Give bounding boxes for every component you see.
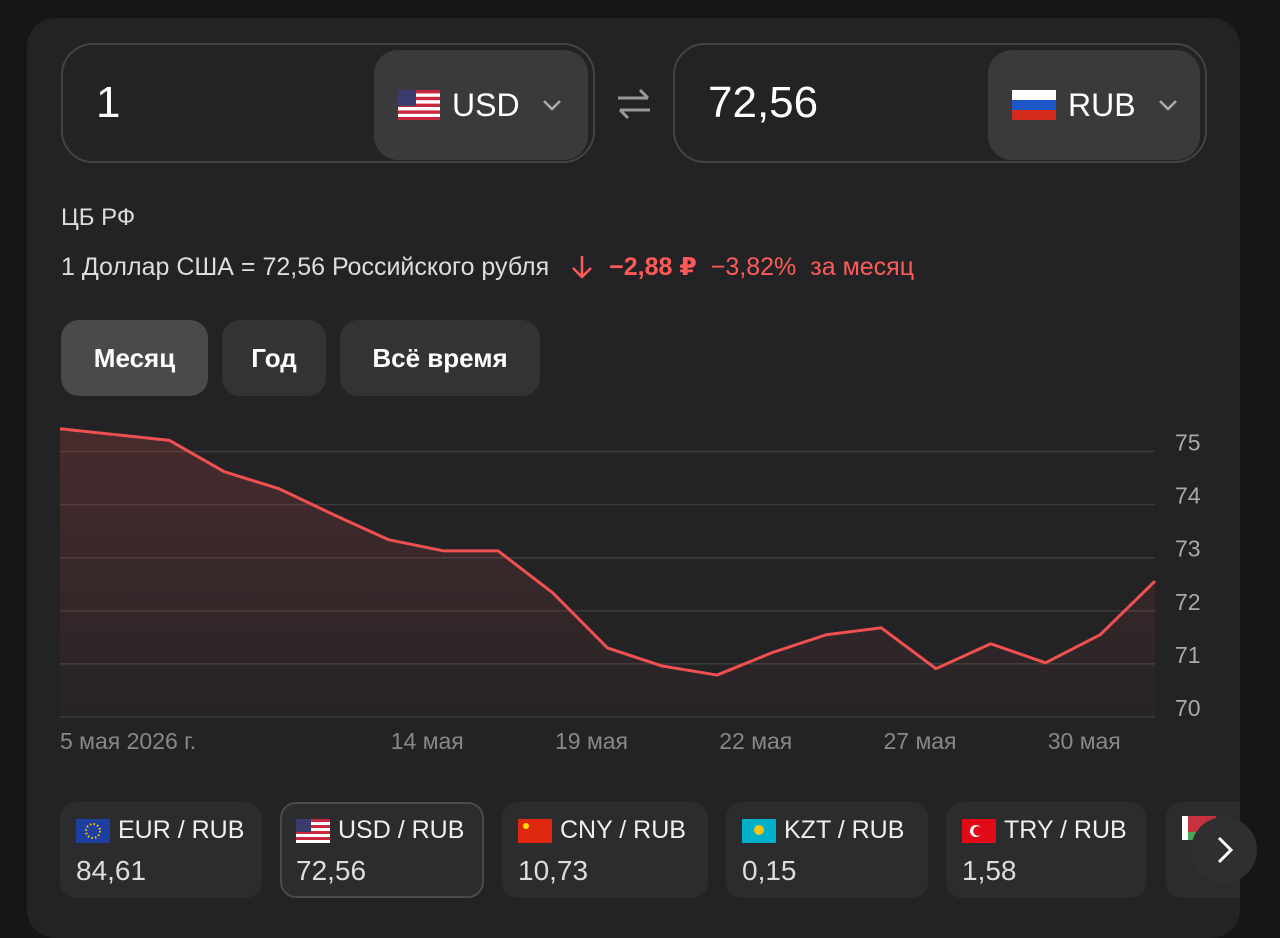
chevron <box>542 100 561 111</box>
to-currency: RUB <box>1068 86 1136 123</box>
pair-card[interactable]: USD / RUB 72,56 <box>280 802 484 898</box>
from-currency-select[interactable]: USD <box>374 50 588 160</box>
to-amount: 72,56 <box>708 78 819 127</box>
pair-card[interactable]: TRY / RUB 1,58 <box>946 802 1146 898</box>
down-arrow <box>572 256 593 279</box>
page: 1 USD 72,56 RUB ЦБ РФ 1 Доллар США = 72,… <box>27 18 1258 938</box>
change-abs: −2,88 ₽ <box>609 253 697 281</box>
pair-value: 10,73 <box>518 855 589 886</box>
pair-name: USD / RUB <box>338 816 465 844</box>
rate-text: 1 Доллар США = 72,56 Российского рубля <box>61 252 550 281</box>
change-period: за месяц <box>810 252 915 281</box>
pair-value: 0,15 <box>742 855 797 886</box>
tab[interactable]: Год <box>222 320 326 396</box>
x-tick-label: 14 мая <box>391 728 464 754</box>
pair-value: 72,56 <box>296 855 367 886</box>
tab[interactable]: Месяц <box>61 320 208 396</box>
tab[interactable]: Всё время <box>340 320 540 396</box>
x-tick-label: 5 мая 2026 г. <box>60 728 196 754</box>
pair-value: 1,58 <box>962 855 1017 886</box>
flag-cn <box>518 818 552 843</box>
swap-icon[interactable] <box>614 86 654 122</box>
pair-card[interactable]: EUR / RUB 84,61 <box>60 802 262 898</box>
flag-eu <box>76 818 110 843</box>
x-tick-label: 30 мая <box>1048 728 1121 754</box>
pair-name: TRY / RUB <box>1004 816 1127 844</box>
to-currency-select[interactable]: RUB <box>988 50 1200 160</box>
pair-card[interactable]: CNY / RUB 10,73 <box>502 802 708 898</box>
area <box>60 428 1155 717</box>
change-pct: −3,82% <box>710 252 797 281</box>
from-amount: 1 <box>96 78 121 127</box>
line <box>59 427 1157 677</box>
y-tick-label: 71 <box>1175 642 1201 668</box>
x-tick-label: 27 мая <box>883 728 956 754</box>
flag-ru <box>1012 90 1056 120</box>
flag-us <box>296 818 330 843</box>
rate-chart: 70 71 72 73 74 75 5 мая 2026 г. 14 мая 19 мая 22 … <box>59 427 1201 754</box>
from-input[interactable] <box>61 43 595 163</box>
pair-name: KZT / RUB <box>784 816 905 844</box>
to-input[interactable] <box>673 43 1207 163</box>
chevron <box>1158 100 1177 111</box>
from-currency: USD <box>452 86 520 123</box>
pair-card[interactable]: KZT / RUB 0,15 <box>726 802 928 898</box>
y-tick-label: 73 <box>1175 536 1201 562</box>
pair-name: CNY / RUB <box>560 816 686 844</box>
y-tick-label: 72 <box>1175 589 1201 615</box>
x-tick-label: 22 мая <box>719 728 792 754</box>
flag-tr <box>962 818 996 843</box>
flag-kz <box>742 818 776 843</box>
next-button[interactable] <box>1190 816 1258 884</box>
y-tick-label: 75 <box>1175 430 1201 456</box>
rate-source: ЦБ РФ <box>61 204 136 231</box>
flag-us <box>398 90 440 120</box>
x-tick-label: 19 мая <box>555 728 628 754</box>
rate-line: 1 Доллар США = 72,56 Российского рубля −… <box>61 252 914 282</box>
pair-name: EUR / RUB <box>118 816 245 844</box>
pair-value: 84,61 <box>76 855 147 886</box>
y-tick-label: 74 <box>1175 483 1201 509</box>
y-tick-label: 70 <box>1175 695 1201 721</box>
